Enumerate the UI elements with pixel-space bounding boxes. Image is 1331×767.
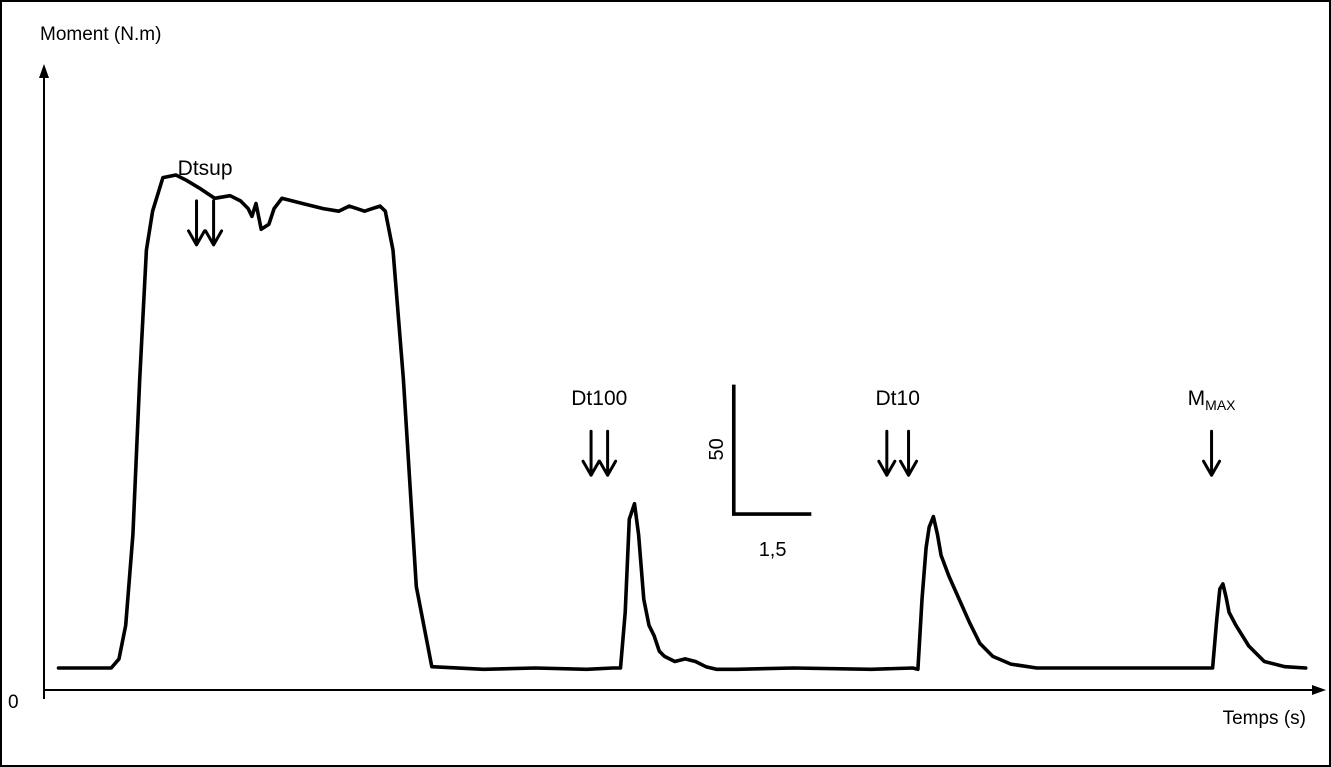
- annotation-arrow-dt10-1: [877, 429, 897, 477]
- scale-bar: 50 1,5: [706, 384, 812, 561]
- annotation-label-dt10: Dt10: [876, 387, 920, 410]
- moment-trace: [56, 173, 1308, 672]
- axes: [43, 72, 1316, 699]
- annotation-arrow-dt10-2: [899, 429, 919, 477]
- annotation-label-dtsup: Dtsup: [178, 157, 233, 180]
- y-axis-label: Moment (N.m): [40, 24, 161, 45]
- scale-bar-y-label: 50: [706, 438, 728, 460]
- scale-bar-x-label: 1,5: [759, 539, 787, 561]
- origin-label: 0: [8, 692, 19, 713]
- x-axis-label: Temps (s): [1223, 708, 1306, 729]
- x-axis-arrowhead: [1312, 685, 1326, 695]
- annotation-arrow-m-max-1: [1202, 429, 1222, 477]
- annotation-arrow-dtsup-1: [187, 199, 207, 247]
- annotation-arrow-dt100-1: [581, 429, 601, 477]
- annotation-arrow-dt100-2: [598, 429, 618, 477]
- annotation-label-dt100: Dt100: [571, 387, 627, 410]
- annotation-arrow-dtsup-2: [204, 199, 224, 247]
- y-axis-arrowhead: [39, 64, 49, 78]
- scale-bar-lines: [731, 384, 812, 516]
